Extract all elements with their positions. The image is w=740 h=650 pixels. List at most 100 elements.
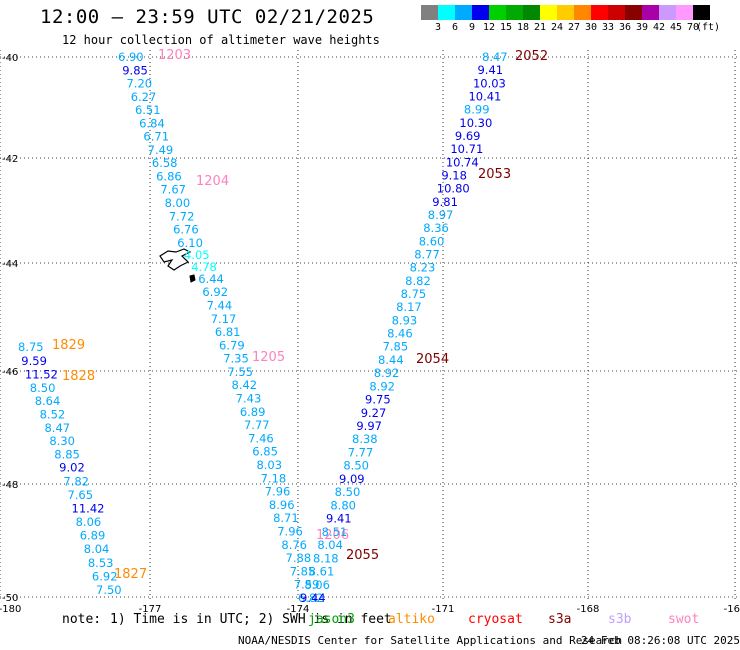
wave-height-value: 8.42 <box>232 378 258 392</box>
y-tick-label: -44 <box>2 259 18 270</box>
colorbar-swatch <box>625 5 642 20</box>
colorbar-swatch <box>676 5 693 20</box>
wave-height-value: 9.44 <box>300 591 326 605</box>
wave-height-value: 4.78 <box>191 260 217 274</box>
map-grid <box>0 50 740 600</box>
colorbar-swatch <box>421 5 438 20</box>
pass-time-label: 2055 <box>346 548 379 563</box>
wave-height-value: 7.18 <box>261 471 287 485</box>
colorbar-label: 45 <box>669 22 683 33</box>
wave-height-value: 6.79 <box>219 338 245 352</box>
wave-height-value: 6.44 <box>198 272 224 286</box>
x-tick-label: -168 <box>577 604 600 615</box>
wave-height-value: 8.96 <box>269 498 295 512</box>
wave-height-value: 8.23 <box>410 261 436 275</box>
island-shape <box>159 248 192 271</box>
colorbar-label: 70 <box>686 22 700 33</box>
wave-height-value: 9.41 <box>326 512 352 526</box>
colorbar-label: 27 <box>567 22 581 33</box>
colorbar-swatch <box>693 5 710 20</box>
colorbar-swatch <box>523 5 540 20</box>
wave-height-value: 8.36 <box>423 221 449 235</box>
wave-height-value: 7.59 <box>294 578 320 592</box>
wave-height-value: 8.04 <box>84 542 110 556</box>
pass-time-label: 1829 <box>52 338 85 353</box>
colorbar-swatch <box>659 5 676 20</box>
wave-height-value: 8.18 <box>313 551 339 565</box>
colorbar-swatch <box>591 5 608 20</box>
satellite-legend-jason3: jason3 <box>308 612 355 627</box>
colorbar-label: 18 <box>516 22 530 33</box>
wave-height-value: 7.85 <box>290 564 316 578</box>
wave-height-value: 7.67 <box>160 183 186 197</box>
wave-height-value: 8.92 <box>374 366 400 380</box>
wave-height-value: 8.71 <box>273 511 299 525</box>
wave-height-value: 10.30 <box>459 116 492 130</box>
satellite-legend-s3b: s3b <box>608 612 632 627</box>
pass-time-label: 1827 <box>114 567 147 582</box>
wave-height-value: 6.92 <box>92 569 118 583</box>
wave-height-value: 9.18 <box>441 169 467 183</box>
wave-height-value: 8.75 <box>401 287 427 301</box>
pass-time-label: 1206 <box>316 528 349 543</box>
wave-height-value: 8.77 <box>414 248 440 262</box>
credit-text: NOAA/NESDIS Center for Satellite Applica… <box>238 634 623 647</box>
wave-height-value: 7.35 <box>223 352 249 366</box>
colorbar-swatch <box>489 5 506 20</box>
wave-height-value: 8.00 <box>165 196 191 210</box>
colorbar-swatch <box>608 5 625 20</box>
pass-time-label: 1204 <box>196 174 229 189</box>
wave-height-value: 9.97 <box>356 419 382 433</box>
wave-height-value: 8.03 <box>256 458 282 472</box>
wave-height-value: 7.43 <box>236 392 262 406</box>
wave-height-value: 6.84 <box>139 116 165 130</box>
wave-height-value: 8.52 <box>40 407 66 421</box>
wave-height-value: 6.89 <box>80 529 106 543</box>
pass-time-label: 2053 <box>478 167 511 182</box>
x-tick-label: -180 <box>0 604 21 615</box>
wave-height-value: 6.92 <box>202 285 228 299</box>
wave-height-value: 11.42 <box>72 501 105 515</box>
wave-height-value: 8.50 <box>335 485 361 499</box>
islet-shape <box>189 274 196 283</box>
colorbar-label: 33 <box>601 22 615 33</box>
wave-height-value: 6.51 <box>135 103 161 117</box>
wave-height-value: 7.46 <box>248 431 274 445</box>
pass-time-label: 2054 <box>416 352 449 367</box>
wave-height-value: 8.80 <box>330 498 356 512</box>
wave-height-value: 8.47 <box>482 50 508 64</box>
x-tick-label: -171 <box>432 604 455 615</box>
y-tick-label: -40 <box>2 53 18 64</box>
wave-height-value: 7.20 <box>126 77 152 91</box>
colorbar-label: 39 <box>635 22 649 33</box>
colorbar-label: 12 <box>482 22 496 33</box>
colorbar-label: 6 <box>451 22 459 33</box>
wave-height-value: 7.17 <box>211 312 237 326</box>
x-tick-label: -177 <box>139 604 162 615</box>
x-tick-label: -165 <box>724 604 740 615</box>
wave-height-value: 8.82 <box>405 274 431 288</box>
wave-height-value: 6.90 <box>118 50 144 64</box>
wave-height-value: 7.65 <box>67 488 93 502</box>
pass-time-label: 1828 <box>62 369 95 384</box>
colorbar-label: 3 <box>434 22 442 33</box>
pass-time-label: 1203 <box>158 48 191 63</box>
island-outline <box>159 248 196 283</box>
wave-height-value: 9.81 <box>432 195 458 209</box>
satellite-tracks: 6.909.857.206.276.516.846.717.496.586.86… <box>18 48 548 605</box>
track-jason3: 6.909.857.206.276.516.846.717.496.586.86… <box>118 48 349 605</box>
wave-height-value: 6.27 <box>131 90 157 104</box>
colorbar-label: 9 <box>468 22 476 33</box>
wave-height-value: 8.17 <box>396 300 422 314</box>
generated-timestamp: 24 Feb 08:26:08 UTC 2025 <box>581 634 740 647</box>
wave-height-value: 8.75 <box>18 340 44 354</box>
y-tick-label: -48 <box>2 480 18 491</box>
wave-height-value: 7.49 <box>148 143 174 157</box>
wave-height-value: 6.82 <box>298 591 324 605</box>
wave-height-value: 8.97 <box>428 208 454 222</box>
colorbar-label: 30 <box>584 22 598 33</box>
wave-height-value: 8.93 <box>392 313 418 327</box>
wave-height-value: 7.72 <box>169 209 195 223</box>
wave-height-value: 8.92 <box>369 379 395 393</box>
colorbar-swatch <box>438 5 455 20</box>
